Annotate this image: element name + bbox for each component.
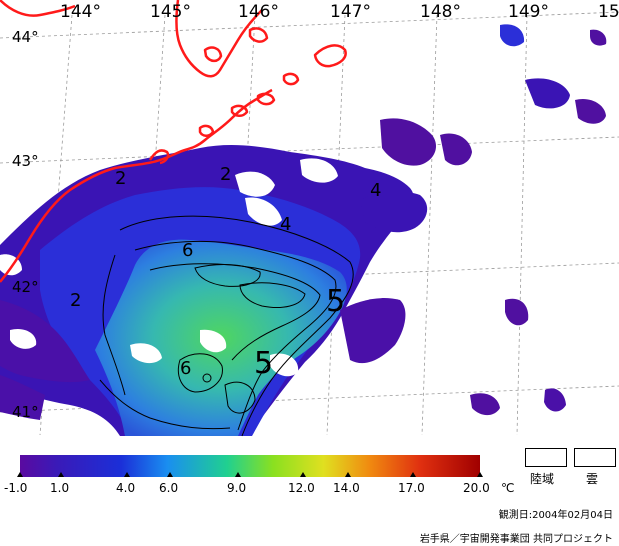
colorbar-tick-label: 17.0 xyxy=(398,481,425,495)
contour-label: 2 xyxy=(220,164,232,185)
longitude-label: 144° xyxy=(60,2,101,22)
colorbar-tick-label: 20.0 xyxy=(463,481,490,495)
latitude-label: 42° xyxy=(12,278,39,296)
colorbar-tick-label: 1.0 xyxy=(50,481,70,495)
coastline xyxy=(0,0,347,283)
colorbar-tick-label: 9.0 xyxy=(227,481,247,495)
isotherm-contours xyxy=(99,215,354,437)
longitude-label: 148° xyxy=(420,2,461,22)
land-legend-swatch xyxy=(525,448,567,467)
colorbar-tick-label: 4.0 xyxy=(116,481,136,495)
land-legend-label: 陸域 xyxy=(530,472,555,486)
contour-label: 5 xyxy=(326,284,346,319)
longitude-label: 149° xyxy=(508,2,549,22)
longitude-label: 145° xyxy=(150,2,191,22)
longitude-label: 15 xyxy=(598,2,619,22)
colorbar-tick-label: 12.0 xyxy=(288,481,315,495)
credit-line: 岩手県／宇宙開発事業団 共同プロジェクト xyxy=(419,534,613,545)
colorbar xyxy=(20,455,480,477)
cloud-legend-swatch xyxy=(574,448,616,467)
latitude-label: 44° xyxy=(12,28,39,46)
contour-label: 2 xyxy=(115,168,127,189)
colorbar-tick-label: 14.0 xyxy=(333,481,360,495)
observation-date: 観測日:2004年02月04日 xyxy=(498,510,613,521)
cloud-gaps xyxy=(0,158,338,377)
contour-label: 2 xyxy=(70,290,82,311)
longitude-label: 147° xyxy=(330,2,371,22)
contour-label: 5 xyxy=(254,346,274,381)
cloud-legend-label: 雲 xyxy=(586,472,599,486)
colorbar-unit: ℃ xyxy=(501,481,515,495)
contour-label: 4 xyxy=(280,214,292,235)
latitude-label: 43° xyxy=(12,152,39,170)
colorbar-tick-label: -1.0 xyxy=(4,481,28,495)
colorbar-tick-label: 6.0 xyxy=(159,481,179,495)
contour-label: 6 xyxy=(180,358,192,379)
latitude-label: 41° xyxy=(12,403,39,421)
colorbar-ticks xyxy=(17,472,483,477)
contour-label: 6 xyxy=(182,240,194,261)
longitude-label: 146° xyxy=(238,2,279,22)
sea-surface-temperature-field xyxy=(0,24,607,436)
contour-label: 4 xyxy=(370,180,382,201)
